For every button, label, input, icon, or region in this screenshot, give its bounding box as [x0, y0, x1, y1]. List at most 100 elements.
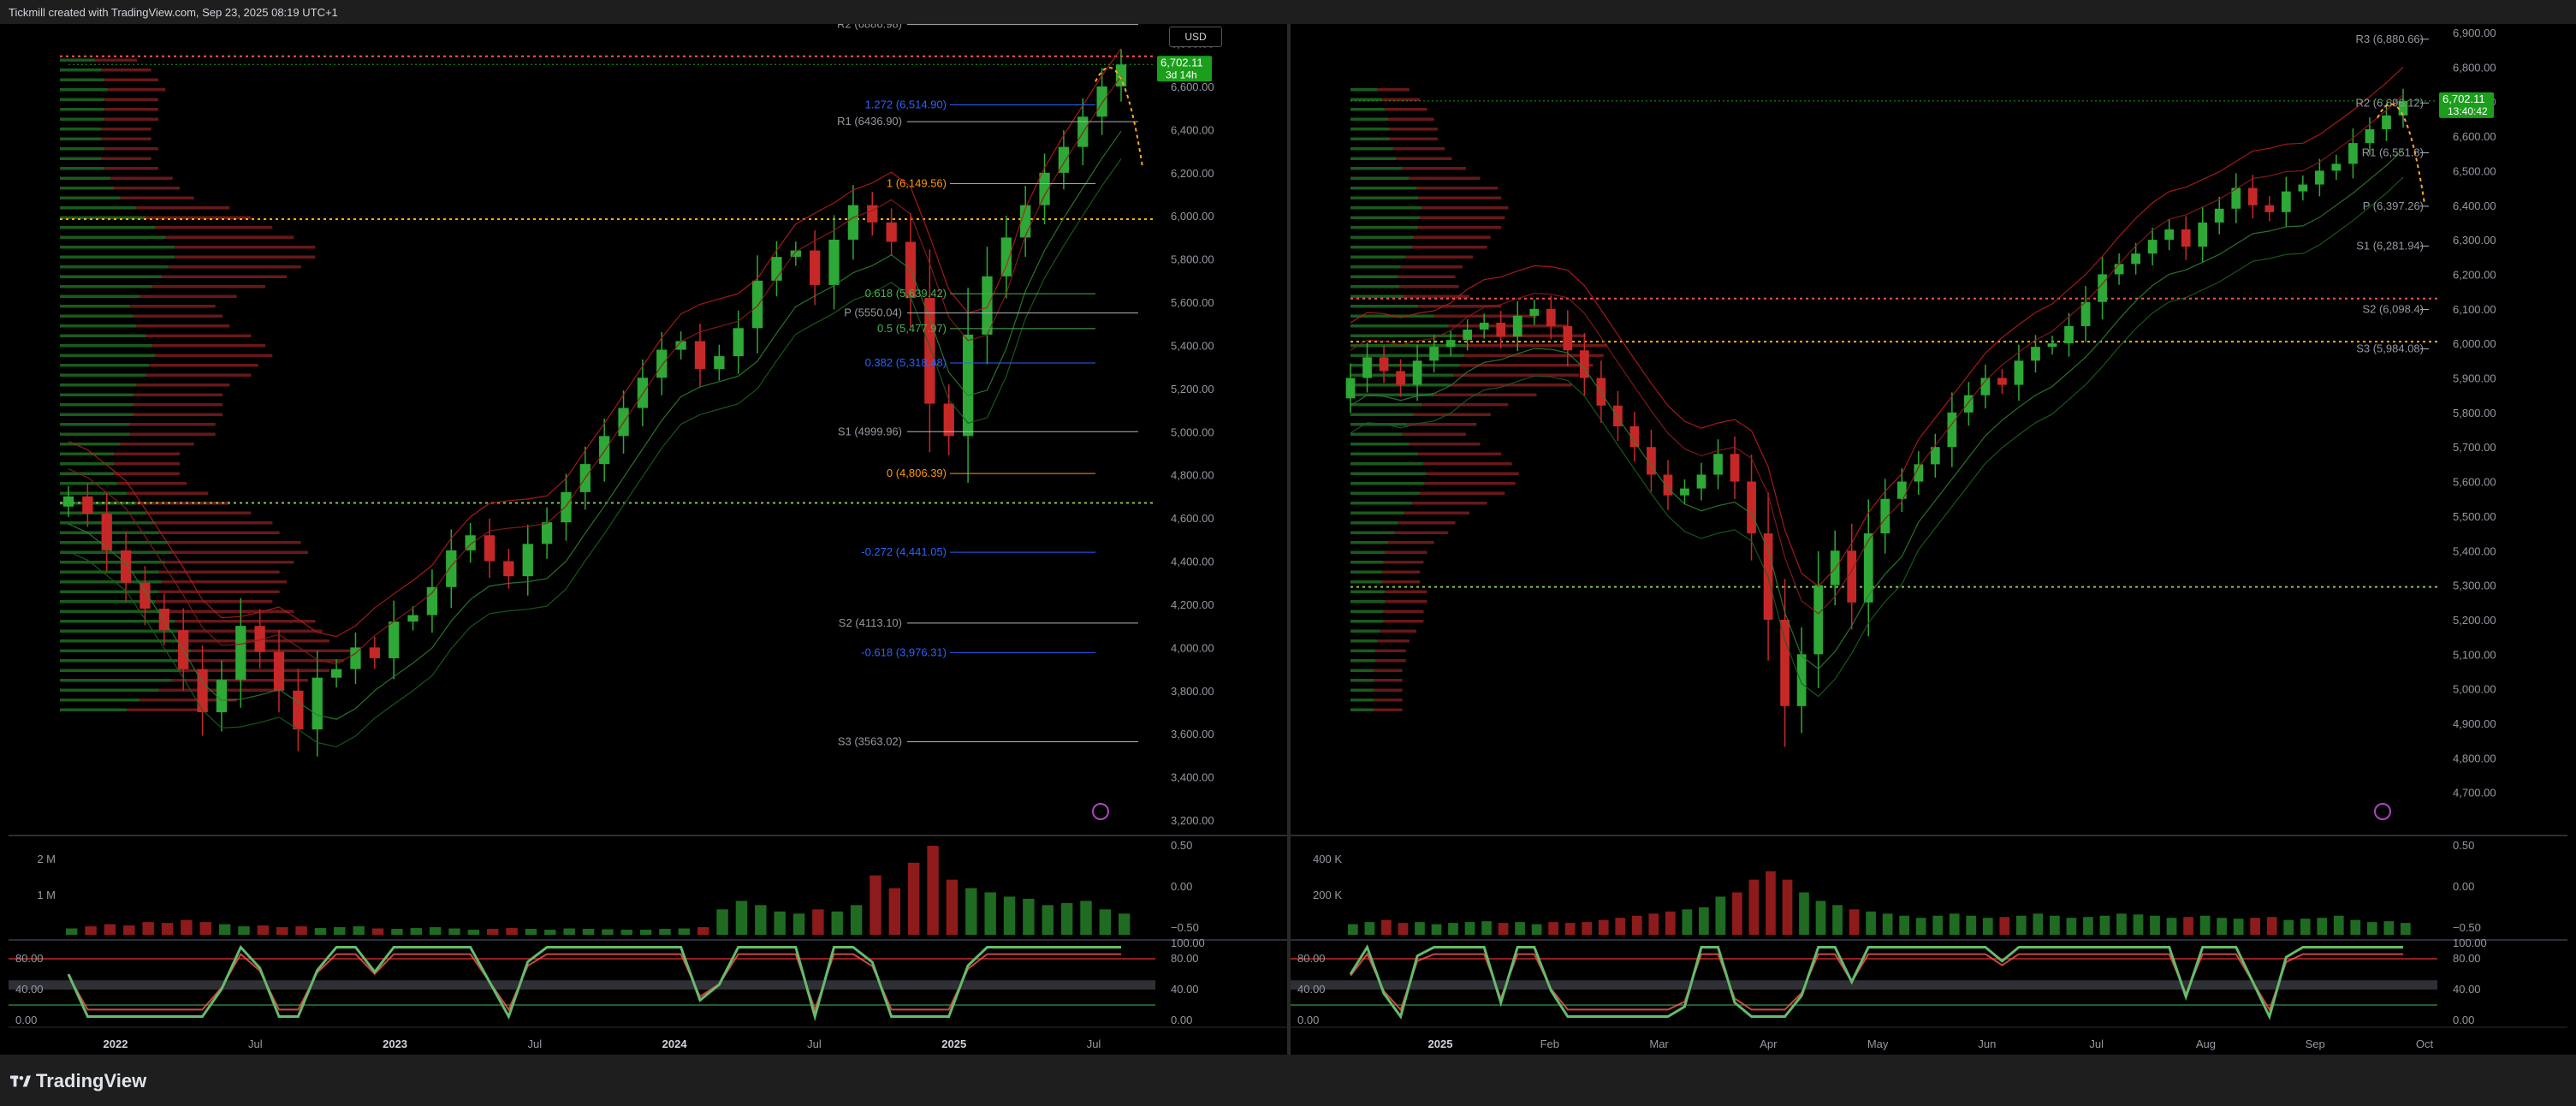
volume-profile-bar	[133, 413, 223, 416]
right-chart-panel[interactable]: 6,900.006,800.006,700.006,600.006,500.00…	[1291, 24, 2567, 1055]
volume-profile-bar	[104, 147, 158, 151]
volume-bar	[716, 909, 728, 935]
candle-body	[293, 690, 304, 730]
volume-profile-bar	[104, 167, 158, 170]
price-axis-tick: 4,400.00	[1171, 556, 1214, 568]
volume-bar	[276, 927, 288, 935]
volume-profile-bar	[1350, 216, 1421, 219]
candle-body	[2214, 208, 2224, 223]
volume-bar	[2300, 919, 2311, 935]
price-axis-tick: 3,200.00	[1171, 814, 1214, 827]
candle-body	[522, 544, 533, 577]
volume-profile-bar	[60, 462, 114, 466]
candle-body	[1463, 330, 1473, 341]
volume-profile-bar	[1350, 600, 1386, 604]
volume-profile-bar	[104, 108, 158, 111]
candle-body	[2247, 187, 2258, 205]
volume-profile-bar	[1413, 413, 1491, 416]
candle-body	[656, 349, 668, 378]
volume-bar	[1799, 892, 1809, 935]
volume-profile-bar	[1385, 108, 1427, 111]
candle-body	[847, 205, 859, 240]
candle-body	[1546, 308, 1556, 326]
volume-profile-bar	[60, 580, 163, 584]
candle-body	[867, 205, 878, 223]
panel-divider[interactable]	[1287, 24, 1291, 1055]
time-axis-tick: Oct	[2416, 1038, 2434, 1050]
candle-body	[962, 334, 974, 437]
candle-body	[1512, 315, 1522, 337]
volume-profile-bar	[60, 344, 152, 348]
volume-bar	[1932, 915, 1944, 935]
oscillator-right-tick: 40.00	[1171, 983, 1199, 996]
candle-body	[1997, 378, 2007, 385]
volume-profile-bar	[1396, 157, 1452, 160]
candle-body	[1579, 350, 1589, 378]
currency-button[interactable]: USD	[1169, 27, 1222, 47]
time-axis-tick: Jul	[807, 1038, 822, 1050]
volume-bar	[2015, 915, 2027, 935]
volume-profile-bar	[60, 226, 156, 229]
volume-bar	[2283, 919, 2294, 935]
candle-body	[1796, 654, 1807, 706]
volume-profile-bar	[60, 58, 95, 62]
candle-body	[1058, 146, 1070, 173]
time-axis-tick: Jun	[1978, 1038, 1996, 1050]
candle-body	[1379, 357, 1389, 372]
last-price-value: 6,702.11	[1160, 56, 1203, 68]
volume-profile-bar	[60, 187, 114, 190]
volume-profile-bar	[1350, 305, 1419, 308]
volume-osc-tick: 0.50	[2453, 839, 2474, 852]
volume-profile-bar	[1381, 98, 1421, 101]
oscillator-signal-line	[1350, 952, 2403, 1012]
tradingview-logo[interactable]: TradingView	[10, 1070, 146, 1092]
volume-bar	[831, 911, 843, 935]
volume-profile-bar	[1416, 187, 1499, 190]
volume-profile-bar	[1350, 452, 1419, 455]
price-axis-tick: 4,200.00	[1171, 598, 1214, 611]
price-axis-tick: 6,200.00	[1171, 167, 1214, 180]
volume-profile-bar	[60, 373, 146, 377]
volume-bar	[2033, 913, 2044, 935]
volume-profile-bar	[1374, 699, 1403, 702]
left-chart-panel[interactable]: 6,800.006,600.006,400.006,200.006,000.00…	[9, 18, 1287, 1055]
candle-body	[1680, 488, 1689, 496]
volume-bar	[85, 926, 97, 935]
volume-profile-bar	[136, 206, 230, 210]
volume-bar	[181, 919, 193, 935]
price-axis-tick: 6,200.00	[2453, 268, 2496, 281]
lower-band-line	[1350, 149, 2404, 670]
volume-bar	[639, 930, 652, 935]
left-chart-svg[interactable]: 6,800.006,600.006,400.006,200.006,000.00…	[9, 18, 1287, 1055]
oscillator-right-tick: 0.00	[2453, 1014, 2474, 1026]
volume-profile-bar	[60, 491, 127, 495]
volume-bar	[1042, 905, 1054, 935]
volume-bar	[1699, 907, 1709, 935]
volume-bar	[429, 927, 442, 935]
volume-profile-bar	[1350, 167, 1403, 170]
volume-profile-bar	[1381, 570, 1421, 574]
volume-bar	[1398, 923, 1409, 935]
price-axis-tick: 5,200.00	[1171, 383, 1214, 395]
volume-profile-bar	[145, 334, 252, 337]
volume-profile-bar	[60, 511, 146, 514]
volume-profile-bar	[60, 147, 104, 151]
volume-osc-tick: −0.50	[1171, 921, 1199, 934]
bar-countdown: 13:40:42	[2448, 105, 2488, 117]
candle-body	[1830, 550, 1840, 586]
volume-profile-bar	[1405, 255, 1474, 259]
volume-profile-bar	[60, 629, 178, 633]
volume-bar	[104, 924, 116, 935]
volume-bar	[602, 929, 614, 935]
price-axis-tick: 5,500.00	[2453, 510, 2496, 523]
volume-osc-tick: 0.50	[1171, 839, 1192, 852]
right-chart-svg[interactable]: 6,900.006,800.006,700.006,600.006,500.00…	[1291, 24, 2567, 1055]
volume-profile-bar	[136, 384, 230, 387]
volume-profile-bar	[1409, 443, 1481, 446]
volume-profile-bar	[1350, 157, 1397, 160]
volume-profile-bar	[171, 679, 308, 682]
volume-profile-bar	[60, 384, 137, 387]
volume-bar	[238, 926, 250, 935]
volume-profile-bar	[1350, 275, 1398, 278]
candle-body	[1115, 64, 1127, 87]
